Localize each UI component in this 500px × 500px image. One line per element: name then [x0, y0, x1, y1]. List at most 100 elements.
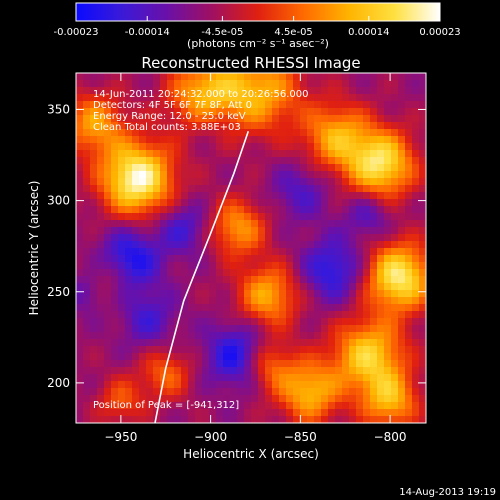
heatmap-cell — [349, 395, 357, 403]
heatmap-cell — [384, 94, 392, 102]
heatmap-cell — [104, 360, 112, 368]
heatmap-cell — [223, 101, 231, 109]
heatmap-cell — [300, 248, 308, 256]
heatmap-cell — [97, 164, 105, 172]
heatmap-cell — [328, 115, 336, 123]
colorbar-tick-label: 0.00014 — [348, 27, 389, 38]
heatmap-cell — [265, 269, 273, 277]
heatmap-cell — [230, 164, 238, 172]
colorbar-units-label: (photons cm⁻² s⁻¹ asec⁻²) — [187, 37, 329, 50]
heatmap-cell — [342, 255, 350, 263]
heatmap-cell — [314, 220, 322, 228]
heatmap-cell — [279, 213, 287, 221]
annotation-time-range: 14-Jun-2011 20:24:32.000 to 20:26:56.000 — [93, 89, 309, 100]
heatmap-cell — [174, 136, 182, 144]
heatmap-cell — [419, 73, 426, 81]
heatmap-cell — [307, 360, 315, 368]
heatmap-cell — [384, 157, 392, 165]
heatmap-cell — [265, 136, 273, 144]
heatmap-cell — [195, 115, 203, 123]
heatmap-cell — [132, 374, 140, 382]
heatmap-cell — [251, 395, 259, 403]
heatmap-cell — [83, 213, 91, 221]
heatmap-cell — [132, 255, 140, 263]
heatmap-cell — [279, 262, 287, 270]
heatmap-cell — [160, 80, 168, 88]
heatmap-cell — [342, 402, 350, 410]
heatmap-cell — [335, 367, 343, 375]
heatmap-cell — [202, 164, 210, 172]
heatmap-cell — [419, 227, 426, 235]
heatmap-cell — [293, 80, 301, 88]
heatmap-cell — [202, 374, 210, 382]
heatmap-cell — [314, 290, 322, 298]
heatmap-cell — [118, 346, 126, 354]
heatmap-cell — [97, 115, 105, 123]
heatmap-cell — [76, 185, 84, 193]
heatmap-cell — [237, 171, 245, 179]
heatmap-cell — [174, 213, 182, 221]
heatmap-cell — [356, 346, 364, 354]
heatmap-cell — [272, 409, 280, 417]
heatmap-cell — [363, 297, 371, 305]
heatmap-cell — [293, 101, 301, 109]
heatmap-cell — [419, 241, 426, 249]
heatmap-cell — [328, 297, 336, 305]
heatmap-cell — [391, 143, 399, 151]
heatmap-cell — [328, 143, 336, 151]
heatmap-cell — [251, 192, 259, 200]
heatmap-cell — [265, 346, 273, 354]
heatmap-cell — [391, 325, 399, 333]
heatmap-cell — [202, 185, 210, 193]
heatmap-cell — [118, 192, 126, 200]
heatmap-cell — [321, 241, 329, 249]
heatmap-cell — [363, 192, 371, 200]
heatmap-cell — [83, 395, 91, 403]
heatmap-cell — [139, 136, 147, 144]
heatmap-cell — [300, 80, 308, 88]
heatmap-cell — [111, 87, 119, 95]
heatmap-cell — [76, 311, 84, 319]
heatmap-cell — [321, 339, 329, 347]
heatmap-cell — [125, 360, 133, 368]
heatmap-cell — [349, 220, 357, 228]
heatmap-cell — [230, 346, 238, 354]
heatmap-cell — [195, 122, 203, 130]
heatmap-cell — [90, 318, 98, 326]
heatmap-cell — [349, 171, 357, 179]
heatmap-cell — [391, 213, 399, 221]
heatmap-cell — [363, 199, 371, 207]
heatmap-cell — [398, 87, 406, 95]
heatmap-cell — [139, 108, 147, 116]
heatmap-cell — [146, 262, 154, 270]
heatmap-cell — [293, 339, 301, 347]
heatmap-cell — [314, 171, 322, 179]
heatmap-cell — [300, 395, 308, 403]
heatmap-cell — [160, 122, 168, 130]
heatmap-cell — [223, 115, 231, 123]
heatmap-cell — [153, 388, 161, 396]
heatmap-cell — [132, 101, 140, 109]
heatmap-cell — [104, 262, 112, 270]
heatmap-cell — [216, 171, 224, 179]
heatmap-cell — [244, 262, 252, 270]
heatmap-cell — [314, 108, 322, 116]
heatmap-cell — [237, 101, 245, 109]
heatmap-cell — [174, 115, 182, 123]
heatmap-cell — [342, 164, 350, 172]
heatmap-cell — [237, 143, 245, 151]
heatmap-cell — [167, 248, 175, 256]
heatmap-cell — [209, 171, 217, 179]
heatmap-cell — [279, 171, 287, 179]
heatmap-cell — [237, 325, 245, 333]
heatmap-cell — [251, 199, 259, 207]
heatmap-cell — [384, 255, 392, 263]
heatmap-cell — [223, 143, 231, 151]
heatmap-cell — [202, 108, 210, 116]
heatmap-cell — [146, 332, 154, 340]
heatmap-cell — [174, 248, 182, 256]
heatmap-cell — [251, 402, 259, 410]
heatmap-cell — [104, 136, 112, 144]
heatmap-cell — [97, 276, 105, 284]
heatmap-cell — [125, 353, 133, 361]
